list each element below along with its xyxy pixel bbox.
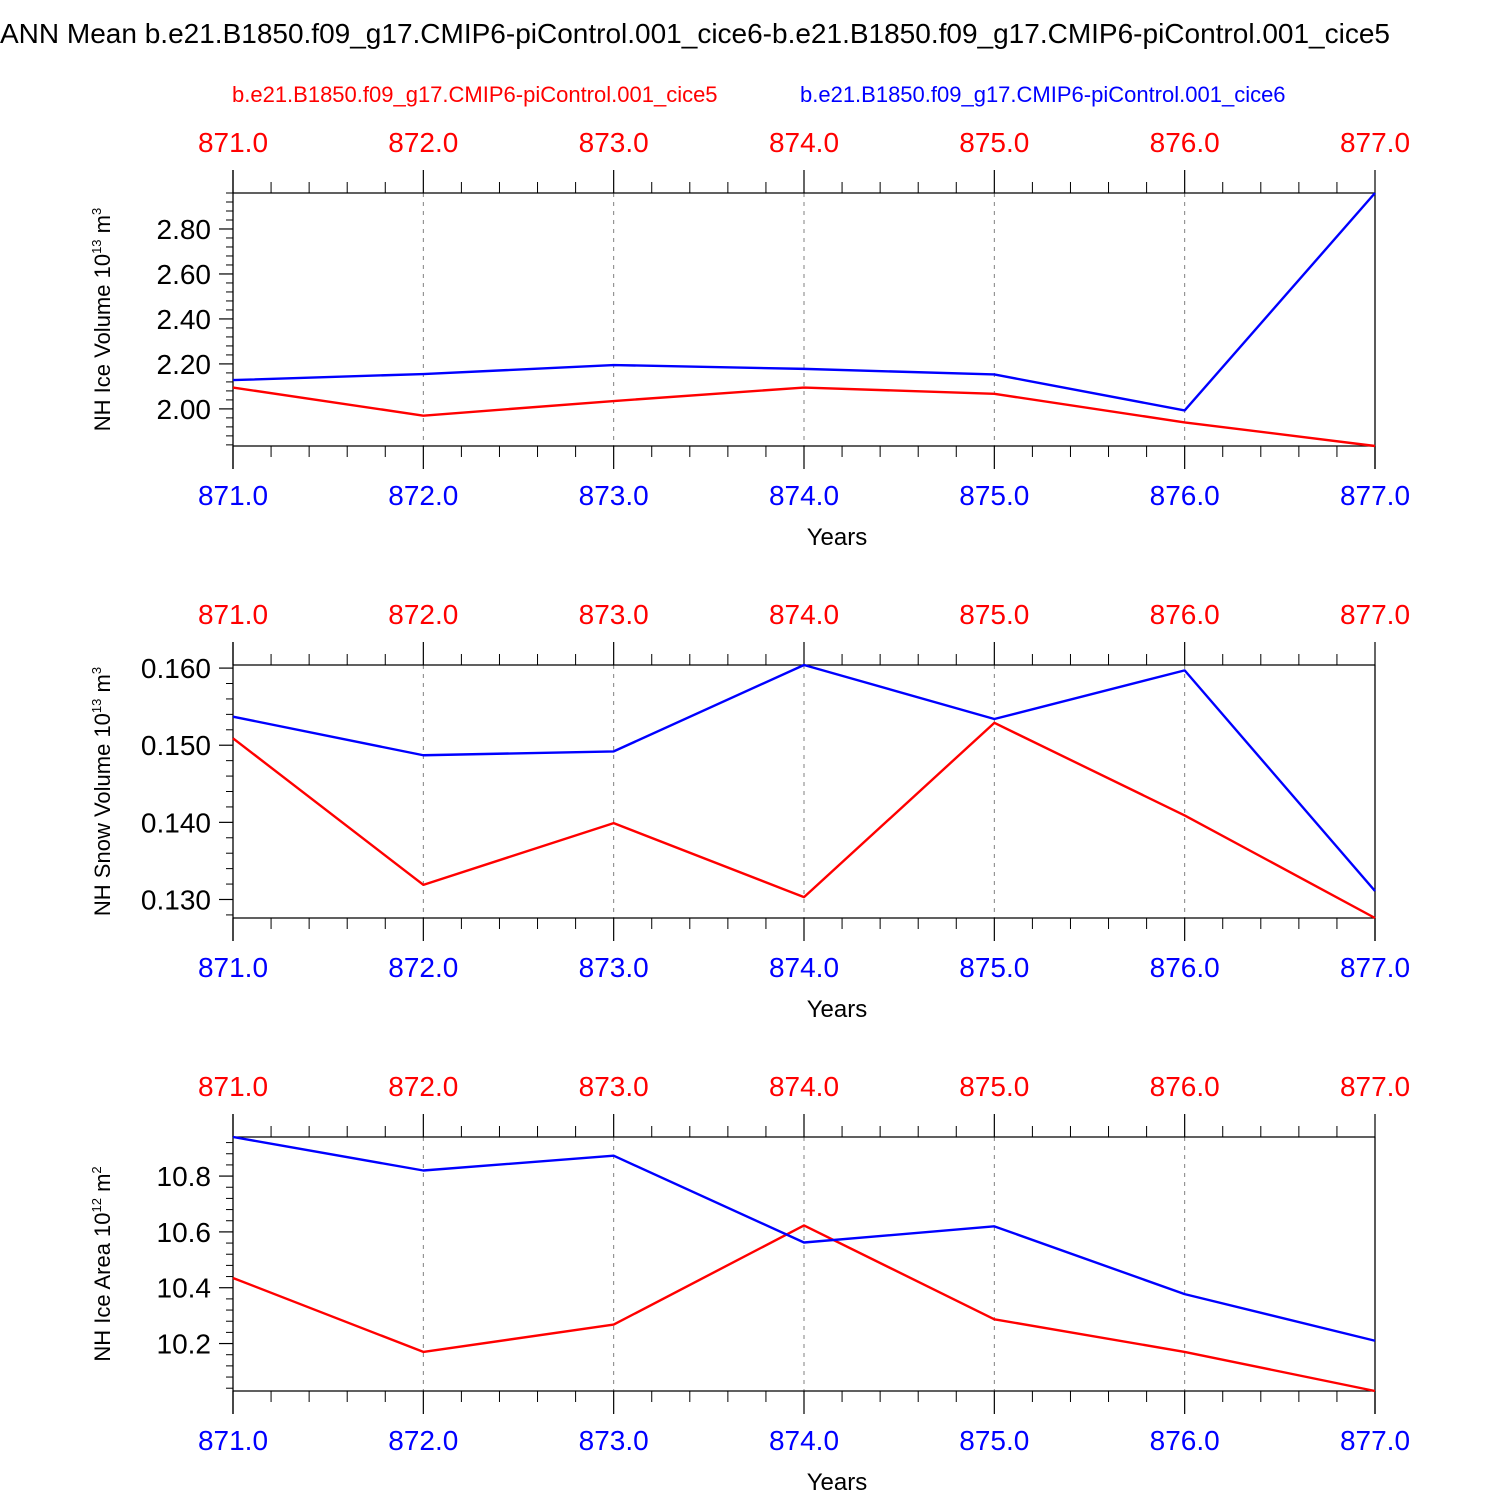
x-axis-label: Years	[807, 1469, 868, 1496]
legend-label-cice5: b.e21.B1850.f09_g17.CMIP6-piControl.001_…	[232, 82, 718, 107]
x-tick-label-bottom: 872.0	[388, 1425, 458, 1456]
x-tick-label-bottom: 876.0	[1150, 1425, 1220, 1456]
page-title: ANN Mean b.e21.B1850.f09_g17.CMIP6-piCon…	[0, 18, 1390, 49]
x-tick-label-top: 876.0	[1150, 1071, 1220, 1102]
x-tick-label-bottom: 872.0	[388, 480, 458, 511]
series-line-cice6	[232, 663, 1376, 892]
series-line-cice5	[232, 386, 1376, 448]
y-tick-label: 10.6	[157, 1217, 212, 1248]
x-tick-label-top: 872.0	[388, 1071, 458, 1102]
x-tick-label-top: 872.0	[388, 599, 458, 630]
x-tick-label-top: 877.0	[1340, 1071, 1410, 1102]
y-tick-label: 10.2	[157, 1329, 212, 1360]
x-tick-label-top: 872.0	[388, 127, 458, 158]
x-tick-label-bottom: 871.0	[198, 952, 268, 983]
x-axis-label: Years	[807, 524, 868, 551]
x-axis-label: Years	[807, 996, 868, 1023]
x-tick-label-bottom: 877.0	[1340, 1425, 1410, 1456]
x-tick-label-bottom: 876.0	[1150, 952, 1220, 983]
x-tick-label-top: 876.0	[1150, 127, 1220, 158]
x-tick-label-bottom: 875.0	[959, 480, 1029, 511]
y-tick-label: 2.20	[157, 349, 212, 380]
x-tick-label-bottom: 874.0	[769, 1425, 839, 1456]
y-tick-label: 0.140	[141, 807, 211, 838]
x-tick-label-bottom: 874.0	[769, 952, 839, 983]
y-tick-label: 10.4	[157, 1273, 212, 1304]
x-tick-label-bottom: 874.0	[769, 480, 839, 511]
y-tick-label: 10.8	[157, 1161, 212, 1192]
y-tick-label: 2.60	[157, 259, 212, 290]
x-tick-label-top: 871.0	[198, 127, 268, 158]
legend-label-cice6: b.e21.B1850.f09_g17.CMIP6-piControl.001_…	[800, 82, 1286, 107]
y-tick-label: 2.40	[157, 304, 212, 335]
x-tick-label-top: 876.0	[1150, 599, 1220, 630]
x-tick-label-top: 874.0	[769, 1071, 839, 1102]
x-tick-label-bottom: 871.0	[198, 480, 268, 511]
x-tick-label-bottom: 873.0	[579, 1425, 649, 1456]
chart-panel-3: 871.0 871.0 872.0 872.0 873.0 873.0 874.0 874.0…	[89, 1071, 1410, 1496]
x-tick-label-top: 874.0	[769, 127, 839, 158]
x-tick-label-bottom: 875.0	[959, 1425, 1029, 1456]
x-tick-label-top: 877.0	[1340, 599, 1410, 630]
x-tick-label-bottom: 875.0	[959, 952, 1029, 983]
series-line-cice6	[232, 192, 1376, 412]
x-tick-label-bottom: 873.0	[579, 952, 649, 983]
x-tick-label-top: 877.0	[1340, 127, 1410, 158]
x-tick-label-top: 875.0	[959, 599, 1029, 630]
x-tick-label-top: 873.0	[579, 599, 649, 630]
chart-panel-2: 871.0 871.0 872.0 872.0 873.0 873.0 874.0 874.0…	[89, 599, 1410, 1023]
x-tick-label-top: 871.0	[198, 1071, 268, 1102]
x-tick-label-top: 875.0	[959, 1071, 1029, 1102]
x-tick-label-bottom: 873.0	[579, 480, 649, 511]
x-tick-label-bottom: 871.0	[198, 1425, 268, 1456]
series-line-cice5	[232, 721, 1376, 920]
y-axis-label: NH Snow Volume 1013 m3	[89, 667, 115, 916]
x-tick-label-top: 873.0	[579, 1071, 649, 1102]
x-tick-label-bottom: 876.0	[1150, 480, 1220, 511]
x-tick-label-bottom: 872.0	[388, 952, 458, 983]
y-axis-label: NH Ice Volume 1013 m3	[89, 208, 115, 431]
x-tick-label-bottom: 877.0	[1340, 952, 1410, 983]
x-tick-label-top: 874.0	[769, 599, 839, 630]
y-axis-label: NH Ice Area 1012 m2	[89, 1166, 115, 1361]
x-tick-label-bottom: 877.0	[1340, 480, 1410, 511]
chart-panel-1: 871.0 871.0 872.0 872.0 873.0 873.0 874.0 874.0…	[89, 127, 1410, 551]
x-tick-label-top: 873.0	[579, 127, 649, 158]
y-tick-label: 0.130	[141, 884, 211, 915]
x-tick-label-top: 871.0	[198, 599, 268, 630]
x-tick-label-top: 875.0	[959, 127, 1029, 158]
series-line-cice6	[232, 1135, 1376, 1342]
chart-panels: 871.0 871.0 872.0 872.0 873.0 873.0 874.0 874.0…	[89, 127, 1410, 1496]
series-line-cice5	[232, 1224, 1376, 1393]
y-tick-label: 0.160	[141, 653, 211, 684]
y-tick-label: 0.150	[141, 730, 211, 761]
y-tick-label: 2.00	[157, 394, 212, 425]
y-tick-label: 2.80	[157, 214, 212, 245]
